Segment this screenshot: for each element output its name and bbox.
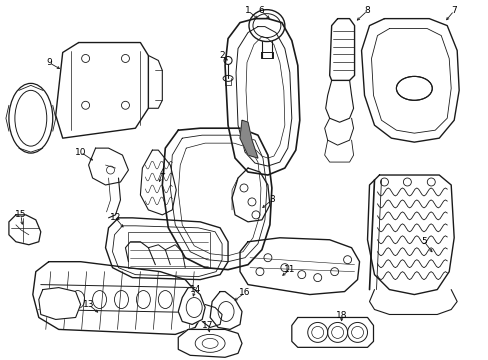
- Polygon shape: [88, 148, 128, 185]
- Polygon shape: [33, 262, 202, 334]
- Polygon shape: [232, 168, 269, 222]
- Polygon shape: [56, 42, 148, 138]
- Polygon shape: [162, 128, 271, 270]
- Polygon shape: [224, 19, 299, 175]
- Text: 8: 8: [364, 6, 369, 15]
- Polygon shape: [361, 19, 458, 142]
- Polygon shape: [140, 150, 176, 215]
- Polygon shape: [39, 288, 81, 319]
- Text: 7: 7: [450, 6, 456, 15]
- Text: 17: 17: [202, 321, 213, 330]
- Text: 2: 2: [219, 51, 224, 60]
- Text: 12: 12: [110, 213, 121, 222]
- Ellipse shape: [396, 76, 431, 100]
- Text: 5: 5: [421, 237, 427, 246]
- Polygon shape: [9, 215, 41, 245]
- Polygon shape: [329, 19, 354, 80]
- Polygon shape: [240, 120, 258, 158]
- Polygon shape: [291, 318, 373, 347]
- Polygon shape: [210, 292, 242, 329]
- Text: 13: 13: [82, 300, 94, 309]
- Text: 18: 18: [335, 311, 346, 320]
- Text: 1: 1: [244, 6, 250, 15]
- Polygon shape: [105, 218, 227, 280]
- Text: 14: 14: [189, 285, 201, 294]
- Polygon shape: [367, 175, 453, 294]
- Text: 16: 16: [239, 288, 250, 297]
- Text: 3: 3: [268, 195, 274, 204]
- Text: 6: 6: [258, 6, 263, 15]
- Text: 15: 15: [15, 210, 26, 219]
- Text: 4: 4: [159, 167, 165, 176]
- Polygon shape: [178, 329, 242, 357]
- Text: 9: 9: [46, 58, 52, 67]
- Text: 11: 11: [284, 265, 295, 274]
- Text: 10: 10: [75, 148, 86, 157]
- Polygon shape: [178, 288, 205, 324]
- Polygon shape: [240, 238, 359, 294]
- Bar: [128, 232, 210, 268]
